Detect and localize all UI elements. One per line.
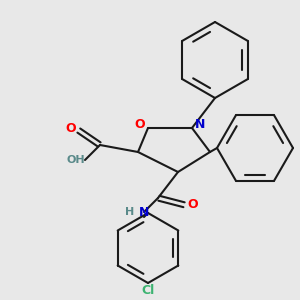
Text: O: O [188, 199, 198, 212]
Text: OH: OH [67, 155, 85, 165]
Text: O: O [135, 118, 145, 130]
Text: N: N [195, 118, 205, 130]
Text: Cl: Cl [141, 284, 154, 298]
Text: N: N [139, 206, 149, 218]
Text: H: H [125, 207, 135, 217]
Text: O: O [66, 122, 76, 134]
